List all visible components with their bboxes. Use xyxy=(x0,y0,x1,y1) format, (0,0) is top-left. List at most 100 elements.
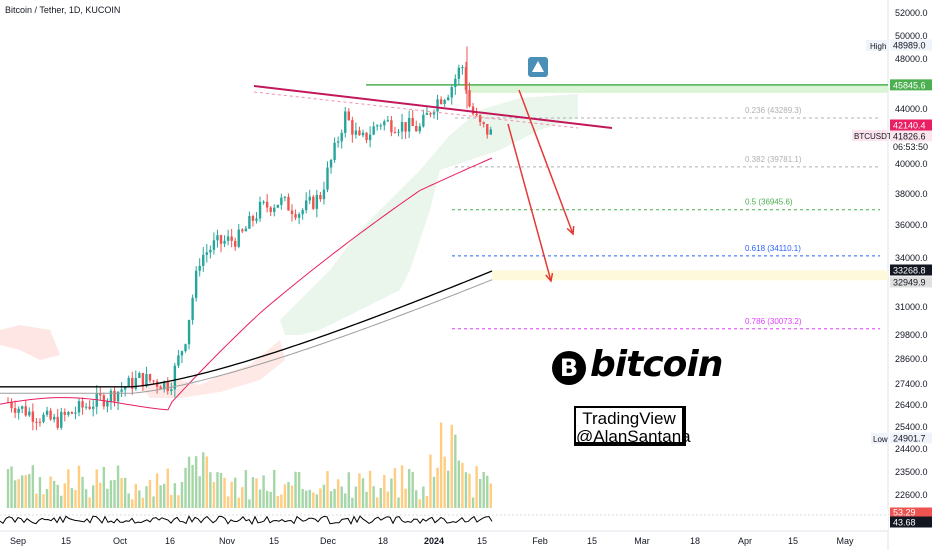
ma-black-line xyxy=(0,270,493,388)
candle xyxy=(308,189,311,205)
volume-bar xyxy=(95,469,98,508)
candle-body xyxy=(301,210,304,215)
volume-bar xyxy=(273,469,276,508)
candle xyxy=(312,194,315,211)
candle-body xyxy=(244,228,248,232)
last-price-bg xyxy=(890,119,932,131)
candle-body xyxy=(489,129,492,135)
candle-body xyxy=(432,111,436,115)
candle xyxy=(397,128,400,137)
candle xyxy=(251,214,255,227)
candle xyxy=(92,400,95,417)
candle xyxy=(404,122,407,139)
candle-body xyxy=(52,416,56,420)
volume-bar xyxy=(404,488,407,508)
volume-bars xyxy=(6,422,492,508)
candle-body xyxy=(372,126,375,135)
fib-level-label: 0.786 (30073.2) xyxy=(745,317,802,326)
volume-bar xyxy=(372,486,375,508)
candle-body xyxy=(216,235,219,241)
x-tick-label: 2024 xyxy=(424,536,444,546)
candle-body xyxy=(471,106,475,114)
volume-bar xyxy=(10,466,13,508)
volume-bar xyxy=(223,477,226,508)
volume-bar xyxy=(397,497,400,508)
candle-body xyxy=(422,114,425,127)
candle-body xyxy=(404,122,407,132)
volume-bar xyxy=(390,478,393,508)
volume-bar xyxy=(297,472,301,508)
candle-body xyxy=(194,270,198,298)
candle xyxy=(106,398,109,413)
candle-body xyxy=(21,406,24,409)
candle-body xyxy=(159,386,162,390)
volume-bar xyxy=(70,488,74,508)
candle xyxy=(262,200,265,205)
y-tick-label: 36000.0 xyxy=(895,220,928,230)
candle xyxy=(329,158,333,174)
candle xyxy=(191,294,194,325)
low-value: 24901.7 xyxy=(893,434,926,444)
volume-bar xyxy=(450,424,453,508)
candle-body xyxy=(166,381,169,392)
y-tick-label: 40000.0 xyxy=(895,159,928,169)
volume-bar xyxy=(358,473,361,508)
volume-bar xyxy=(173,483,177,508)
volume-bar xyxy=(155,473,159,508)
candle-body xyxy=(191,297,194,320)
candle xyxy=(67,410,70,417)
volume-bar xyxy=(351,497,354,508)
candle xyxy=(478,114,482,127)
volume-bar xyxy=(486,475,489,508)
candle-body xyxy=(425,113,429,115)
candle-body xyxy=(393,132,397,134)
candle-body xyxy=(376,125,379,127)
chart-title: Bitcoin / Tether, 1D, KUCOIN xyxy=(5,5,120,15)
volume-bar xyxy=(354,486,358,508)
candle-body xyxy=(262,201,265,203)
volume-bar xyxy=(74,490,77,508)
volume-bar xyxy=(269,491,272,508)
arrow-up-icon[interactable] xyxy=(528,57,548,77)
volume-bar xyxy=(63,483,66,508)
candle xyxy=(120,382,123,397)
volume-bar xyxy=(187,456,191,508)
candle xyxy=(482,121,485,128)
volume-bar xyxy=(120,478,123,508)
candle-body xyxy=(145,374,148,387)
symbol-tag-bg xyxy=(852,130,888,141)
volume-bar xyxy=(216,472,219,508)
candle xyxy=(301,208,304,220)
candle-body xyxy=(209,249,212,253)
candle xyxy=(269,206,272,217)
candle xyxy=(127,375,130,388)
volume-bar xyxy=(386,491,390,508)
candle-body xyxy=(319,195,322,200)
candle xyxy=(432,109,436,119)
candle-body xyxy=(397,131,400,133)
volume-bar xyxy=(432,476,436,508)
candle-body xyxy=(237,229,240,247)
candle-body xyxy=(177,355,180,366)
candle xyxy=(429,112,432,118)
volume-bar xyxy=(468,473,471,508)
candle xyxy=(187,319,191,350)
candle xyxy=(145,366,148,388)
volume-bar xyxy=(333,488,336,508)
candle xyxy=(464,61,468,94)
candle xyxy=(123,386,127,397)
candle xyxy=(52,413,56,423)
ma1-value-bg xyxy=(890,264,932,276)
candle xyxy=(297,212,301,225)
candle-body xyxy=(354,130,358,135)
candle-body xyxy=(131,377,134,389)
volume-bar xyxy=(45,489,49,508)
candle-body xyxy=(219,235,223,244)
candle xyxy=(99,387,102,401)
candle-body xyxy=(436,99,439,112)
candle xyxy=(113,387,116,407)
bitcoin-logo-text: bitcoin xyxy=(590,344,723,385)
volume-bar xyxy=(489,483,492,508)
volume-bar xyxy=(28,474,31,508)
